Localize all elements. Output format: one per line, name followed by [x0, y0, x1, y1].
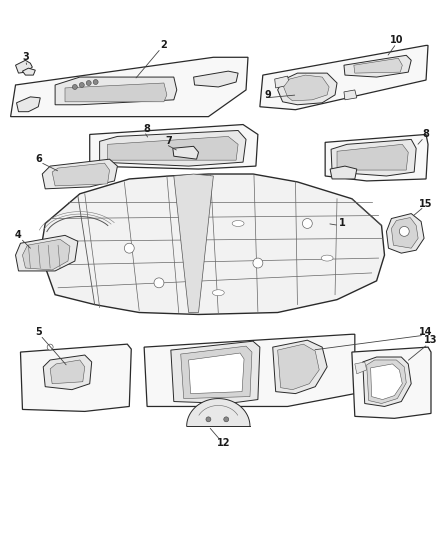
Polygon shape	[330, 166, 357, 179]
Circle shape	[72, 85, 78, 90]
Text: 8: 8	[144, 124, 151, 133]
Polygon shape	[65, 83, 167, 102]
Polygon shape	[15, 236, 78, 271]
Polygon shape	[144, 334, 355, 407]
Circle shape	[206, 417, 211, 422]
Polygon shape	[15, 60, 32, 73]
Polygon shape	[283, 75, 329, 101]
Text: 2: 2	[161, 41, 167, 51]
Text: 4: 4	[15, 230, 22, 240]
Circle shape	[224, 417, 229, 422]
Polygon shape	[42, 159, 117, 189]
Text: 3: 3	[22, 52, 29, 62]
Text: 10: 10	[390, 36, 403, 45]
Text: 12: 12	[216, 438, 230, 448]
Text: 8: 8	[423, 130, 430, 140]
Circle shape	[399, 227, 409, 236]
Text: 9: 9	[265, 90, 271, 100]
Polygon shape	[99, 131, 246, 166]
Polygon shape	[107, 136, 238, 160]
Text: 14: 14	[419, 327, 433, 337]
Polygon shape	[325, 134, 428, 181]
Circle shape	[47, 344, 53, 350]
Text: 5: 5	[35, 327, 42, 337]
Polygon shape	[278, 344, 319, 390]
Circle shape	[79, 83, 84, 87]
Circle shape	[253, 258, 263, 268]
Circle shape	[86, 80, 91, 85]
Polygon shape	[367, 360, 406, 403]
Polygon shape	[90, 125, 258, 169]
Text: 7: 7	[166, 136, 172, 147]
Polygon shape	[260, 45, 428, 110]
Polygon shape	[17, 97, 40, 112]
Polygon shape	[40, 174, 385, 314]
Polygon shape	[386, 214, 424, 253]
Ellipse shape	[232, 221, 244, 227]
Text: 15: 15	[419, 199, 433, 209]
Polygon shape	[43, 355, 92, 390]
Polygon shape	[355, 362, 367, 374]
Polygon shape	[331, 140, 416, 176]
Polygon shape	[194, 71, 238, 87]
Text: 1: 1	[339, 219, 345, 229]
Circle shape	[302, 219, 312, 229]
Polygon shape	[11, 57, 248, 117]
Polygon shape	[352, 347, 431, 418]
Polygon shape	[363, 357, 411, 407]
Polygon shape	[22, 68, 35, 75]
Polygon shape	[275, 76, 290, 88]
Polygon shape	[344, 55, 411, 77]
Polygon shape	[273, 340, 327, 393]
Polygon shape	[21, 344, 131, 411]
Polygon shape	[337, 144, 408, 170]
Polygon shape	[278, 73, 337, 105]
Circle shape	[154, 278, 164, 288]
Polygon shape	[371, 364, 403, 400]
Ellipse shape	[212, 290, 224, 296]
Polygon shape	[174, 174, 213, 312]
Circle shape	[124, 243, 134, 253]
Ellipse shape	[321, 255, 333, 261]
Polygon shape	[22, 239, 70, 270]
Polygon shape	[392, 217, 418, 248]
Polygon shape	[55, 77, 177, 105]
Polygon shape	[50, 360, 85, 384]
Polygon shape	[52, 163, 110, 186]
Polygon shape	[344, 90, 357, 100]
Circle shape	[93, 79, 98, 85]
Text: 6: 6	[35, 154, 42, 164]
Polygon shape	[173, 147, 198, 159]
Polygon shape	[181, 346, 252, 399]
Text: 13: 13	[424, 335, 438, 345]
Polygon shape	[354, 58, 403, 73]
Polygon shape	[189, 353, 244, 393]
Polygon shape	[171, 341, 260, 403]
